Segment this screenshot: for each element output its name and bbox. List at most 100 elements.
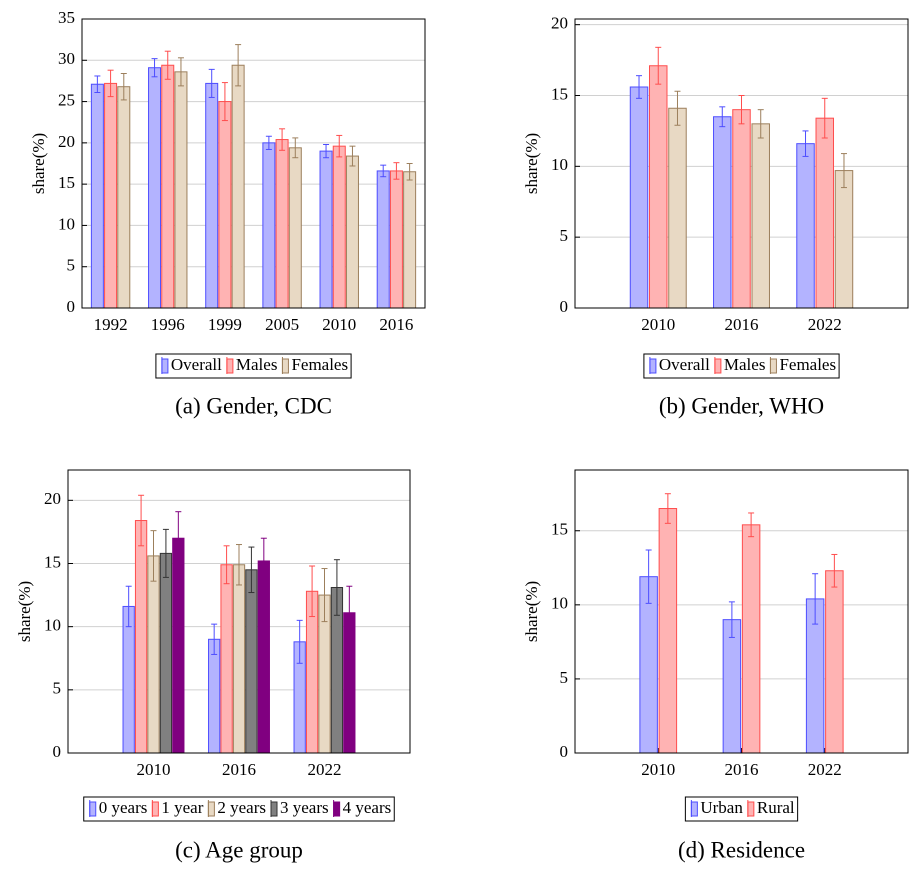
legend-item: Males [714,355,766,374]
caption: (b) Gender, WHO [659,393,824,418]
error-bar [175,511,182,566]
error-bar [346,585,353,640]
legend-swatch [690,801,698,817]
y-tick-label: 35 [58,8,75,27]
error-bar [393,162,400,180]
error-bar [636,75,643,99]
caption: (d) Residence [678,837,805,862]
bar [205,82,219,309]
y-tick-label: 20 [551,14,568,33]
panel: 0 5 10 15 20 2010 2016 2022 share(%) Overall Males… [522,14,909,418]
y-tick-label: 5 [53,679,62,698]
bar [668,107,687,309]
bar [262,142,276,309]
error-bar [748,512,755,538]
error-bar [757,109,764,139]
error-bar [120,72,127,101]
error-bar [164,50,171,80]
error-bar [235,44,242,87]
legend-item: Males [226,355,278,374]
error-bar [151,58,158,78]
plot-frame [67,469,411,754]
error-bar [223,545,230,585]
x-tick-label: 2016 [725,315,759,334]
legend-label: Females [291,355,348,374]
y-axis-label: share(%) [29,133,48,194]
legend-label: Rural [757,798,795,817]
y-tick-label: 5 [560,226,569,245]
error-bar [279,128,286,151]
legend-label: Males [724,355,766,374]
bar [147,555,160,754]
legend: 0 years 1 year 2 years 3 years 4 years [83,796,395,822]
y-tick-label: 0 [560,297,569,316]
y-tick-label: 20 [58,132,75,151]
legend-label: Urban [700,798,743,817]
x-tick-label: 2010 [641,760,675,779]
error-bar [645,549,652,604]
legend-item: 2 years [207,798,266,817]
y-tick-label: 0 [560,742,569,761]
legend-item: 4 years [333,798,391,817]
y-tick-label: 15 [551,84,568,103]
x-tick-label: 2010 [137,760,171,779]
legend-swatch [270,801,278,817]
legend-item: Overall [649,355,710,374]
bar [257,560,270,754]
error-bar [664,493,671,524]
legend-item: Urban [690,798,743,817]
error-bar [107,69,114,98]
bar [376,170,390,309]
error-bar [333,559,340,616]
bar [649,65,668,309]
legend-label: Males [236,355,278,374]
x-tick-label: 2022 [808,760,842,779]
legend-swatch [333,801,341,817]
bar [275,139,289,309]
legend: Urban Rural [684,796,799,822]
bar [345,155,359,309]
legend-item: 3 years [270,798,329,817]
legend: Overall Males Females [643,353,840,379]
error-bar [260,537,267,585]
bar [218,101,232,309]
error-bar [221,82,228,122]
error-bar [831,553,838,588]
x-tick-label: 2022 [808,315,842,334]
panel: 0 5 10 15 20 2010 2016 2022 share(%) 0 years 1 yea… [15,469,411,862]
caption: (a) Gender, CDC [175,393,332,418]
x-tick-label: 2005 [265,315,299,334]
legend-swatch [747,801,755,817]
bar [122,605,135,754]
legend-swatch [151,801,159,817]
error-bar [719,106,726,128]
plot-frame [574,469,909,754]
bar [172,537,185,754]
y-tick-label: 15 [44,552,61,571]
bar [403,171,417,309]
bar [629,86,649,309]
error-bar [162,528,169,578]
bar [134,520,148,754]
x-tick-label: 1996 [151,315,185,334]
legend: Overall Males Females [155,353,352,379]
plot-frame [574,18,909,309]
error-bar [674,90,681,126]
legend-item: Rural [747,798,795,817]
bar [231,64,245,309]
bar [148,67,162,309]
bar [389,170,403,309]
legend-frame [155,353,352,379]
bar [796,143,815,309]
error-bar [265,135,272,150]
error-bar [248,546,255,594]
x-tick-label: 2016 [725,760,759,779]
bar [232,564,246,754]
bar [208,638,221,754]
legend-swatch [714,358,722,374]
y-axis-label: share(%) [522,133,541,194]
bar [332,145,346,309]
error-bar [211,623,218,655]
legend-item: 0 years [89,798,147,817]
legend-label: 3 years [280,798,329,817]
